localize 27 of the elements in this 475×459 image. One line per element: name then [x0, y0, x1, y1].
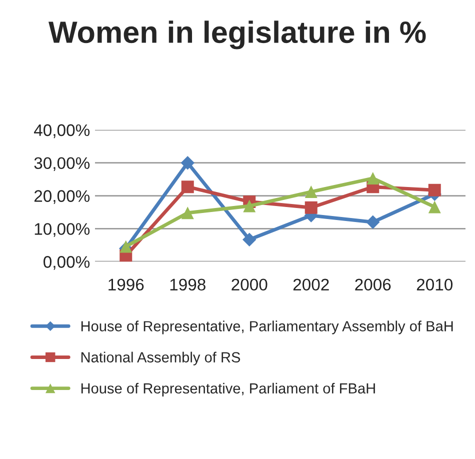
y-tick-label: 40,00% — [34, 124, 90, 138]
point — [180, 156, 194, 170]
chart-title: Women in legislature in % — [48, 20, 426, 50]
y-tick-label: 0,00% — [44, 256, 90, 270]
point — [304, 186, 318, 198]
y-tick-label: 10,00% — [34, 223, 90, 237]
point — [428, 200, 441, 214]
point — [242, 232, 256, 246]
y-tick-label: 20,00% — [34, 190, 90, 204]
x-tick-label: 2000 — [232, 278, 268, 291]
point — [428, 184, 441, 196]
point — [120, 240, 132, 253]
x-tick-label: 2010 — [416, 278, 453, 291]
legend-label: House of Representative, Parliament of FBaH — [81, 382, 375, 396]
y-tick-label: 30,00% — [34, 157, 90, 171]
legend-label: House of Representative, Parliamentary Assembly of BaH — [81, 320, 453, 334]
point — [366, 215, 380, 229]
x-tick-label: 1996 — [108, 278, 144, 291]
x-tick-label: 2006 — [355, 278, 391, 291]
legend-label: National Assembly of RS — [81, 352, 240, 366]
point — [243, 200, 256, 212]
point — [181, 180, 194, 194]
point — [366, 172, 380, 185]
x-tick-label: 2002 — [293, 278, 329, 291]
x-tick-label: 1998 — [170, 278, 206, 291]
point — [181, 206, 194, 220]
point — [304, 201, 318, 214]
